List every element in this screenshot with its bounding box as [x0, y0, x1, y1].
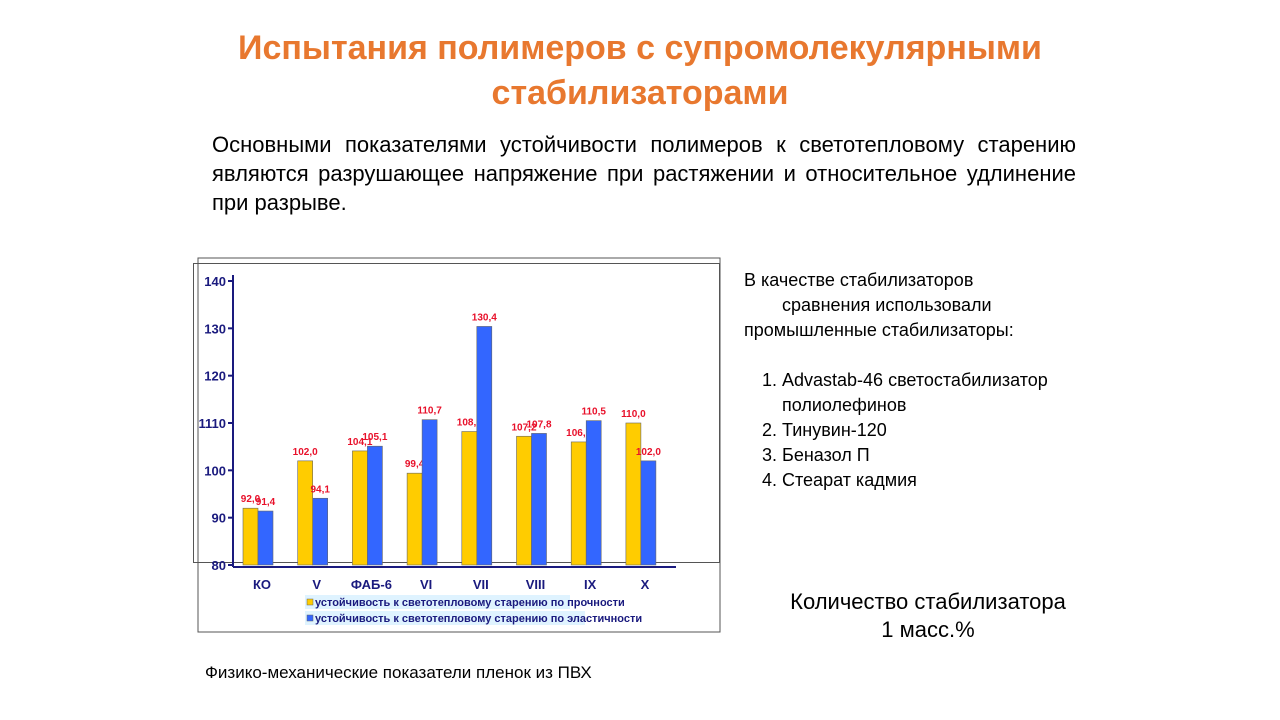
sidebar-heading: промышленные стабилизаторы:	[744, 320, 1014, 340]
quantity-line: Количество стабилизатора	[790, 589, 1066, 614]
x-tick-label: VIII	[526, 577, 546, 592]
data-label: 107,8	[526, 419, 551, 430]
data-label: 108,2	[457, 418, 482, 429]
legend-bg	[305, 595, 570, 609]
title-line: Испытания полимеров с супромолекулярными	[238, 29, 1042, 67]
y-tick-label: 100	[204, 463, 226, 478]
bar	[367, 445, 383, 566]
quantity-line: 1 масс.%	[881, 617, 975, 642]
y-tick-label: 130	[204, 321, 226, 336]
quantity-note: Количество стабилизатора 1 масс.%	[728, 588, 1128, 644]
bar	[585, 420, 602, 566]
data-label: 105,1	[362, 432, 387, 443]
data-label: 110,5	[581, 407, 606, 418]
list-item: Advastab-46 светостабилизатор полиолефин…	[782, 368, 1100, 418]
bar	[242, 507, 259, 566]
chart-caption: Физико-механические показатели пленок из…	[205, 663, 592, 682]
bar	[421, 419, 438, 566]
title-line: стабилизаторами	[491, 74, 789, 112]
data-label: 99,4	[405, 459, 425, 470]
bar	[257, 510, 274, 566]
data-label: 130,4	[472, 312, 497, 323]
plot-frame	[193, 263, 720, 563]
bar	[312, 497, 329, 566]
x-tick-label: VI	[420, 577, 432, 592]
y-tick-label: 80	[212, 558, 226, 573]
bar	[352, 450, 368, 566]
x-tick-label: X	[641, 577, 650, 592]
y-tick-label: 1110	[199, 416, 227, 431]
data-label: 110,7	[417, 406, 442, 417]
data-label: 106,0	[566, 428, 591, 439]
bar	[570, 441, 587, 566]
list-item: Стеарат кадмия	[782, 468, 1124, 493]
bar	[461, 431, 478, 566]
data-label: 94,1	[310, 484, 330, 495]
bar	[516, 435, 532, 566]
bar	[625, 422, 642, 566]
y-tick-label: 120	[204, 369, 226, 384]
legend-swatch	[306, 598, 314, 606]
x-tick-label: ФАБ-6	[351, 577, 392, 592]
sidebar-heading: В качестве стабилизаторов	[744, 270, 974, 290]
x-tick-label: IX	[584, 577, 597, 592]
data-label: 102,0	[636, 447, 661, 458]
y-tick-label: 140	[204, 274, 226, 289]
sidebar-heading: сравнения использовали	[782, 295, 992, 315]
list-item: Беназол П	[782, 443, 1124, 468]
bar	[476, 326, 493, 566]
slide-title: Испытания полимеров с супромолекулярными…	[0, 26, 1280, 116]
data-label: 102,0	[293, 447, 318, 458]
bar	[297, 460, 314, 566]
sidebar: В качестве стабилизаторов сравнения испо…	[744, 268, 1124, 493]
x-tick-label: V	[312, 577, 321, 592]
data-label: 91,4	[256, 497, 276, 508]
bar	[640, 460, 657, 566]
legend-label: устойчивость к светотепловому старению п…	[315, 613, 642, 625]
bar	[531, 433, 547, 566]
bar	[406, 472, 423, 566]
data-label: 104,1	[347, 437, 372, 448]
legend-label: устойчивость к светотепловому старению п…	[315, 597, 625, 609]
data-label: 110,0	[621, 409, 646, 420]
intro-text: Основными показателями устойчивости поли…	[212, 132, 1076, 215]
legend-bg	[305, 611, 585, 625]
list-item: Тинувин-120	[782, 418, 1124, 443]
x-tick-label: КО	[253, 577, 271, 592]
chart-frame	[197, 257, 721, 633]
data-label: 92,0	[241, 494, 261, 505]
data-label: 107,2	[511, 422, 536, 433]
legend-swatch	[306, 614, 314, 622]
stabilizer-list: Advastab-46 светостабилизатор полиолефин…	[744, 368, 1124, 493]
x-tick-label: VII	[473, 577, 489, 592]
y-tick-label: 90	[212, 511, 226, 526]
